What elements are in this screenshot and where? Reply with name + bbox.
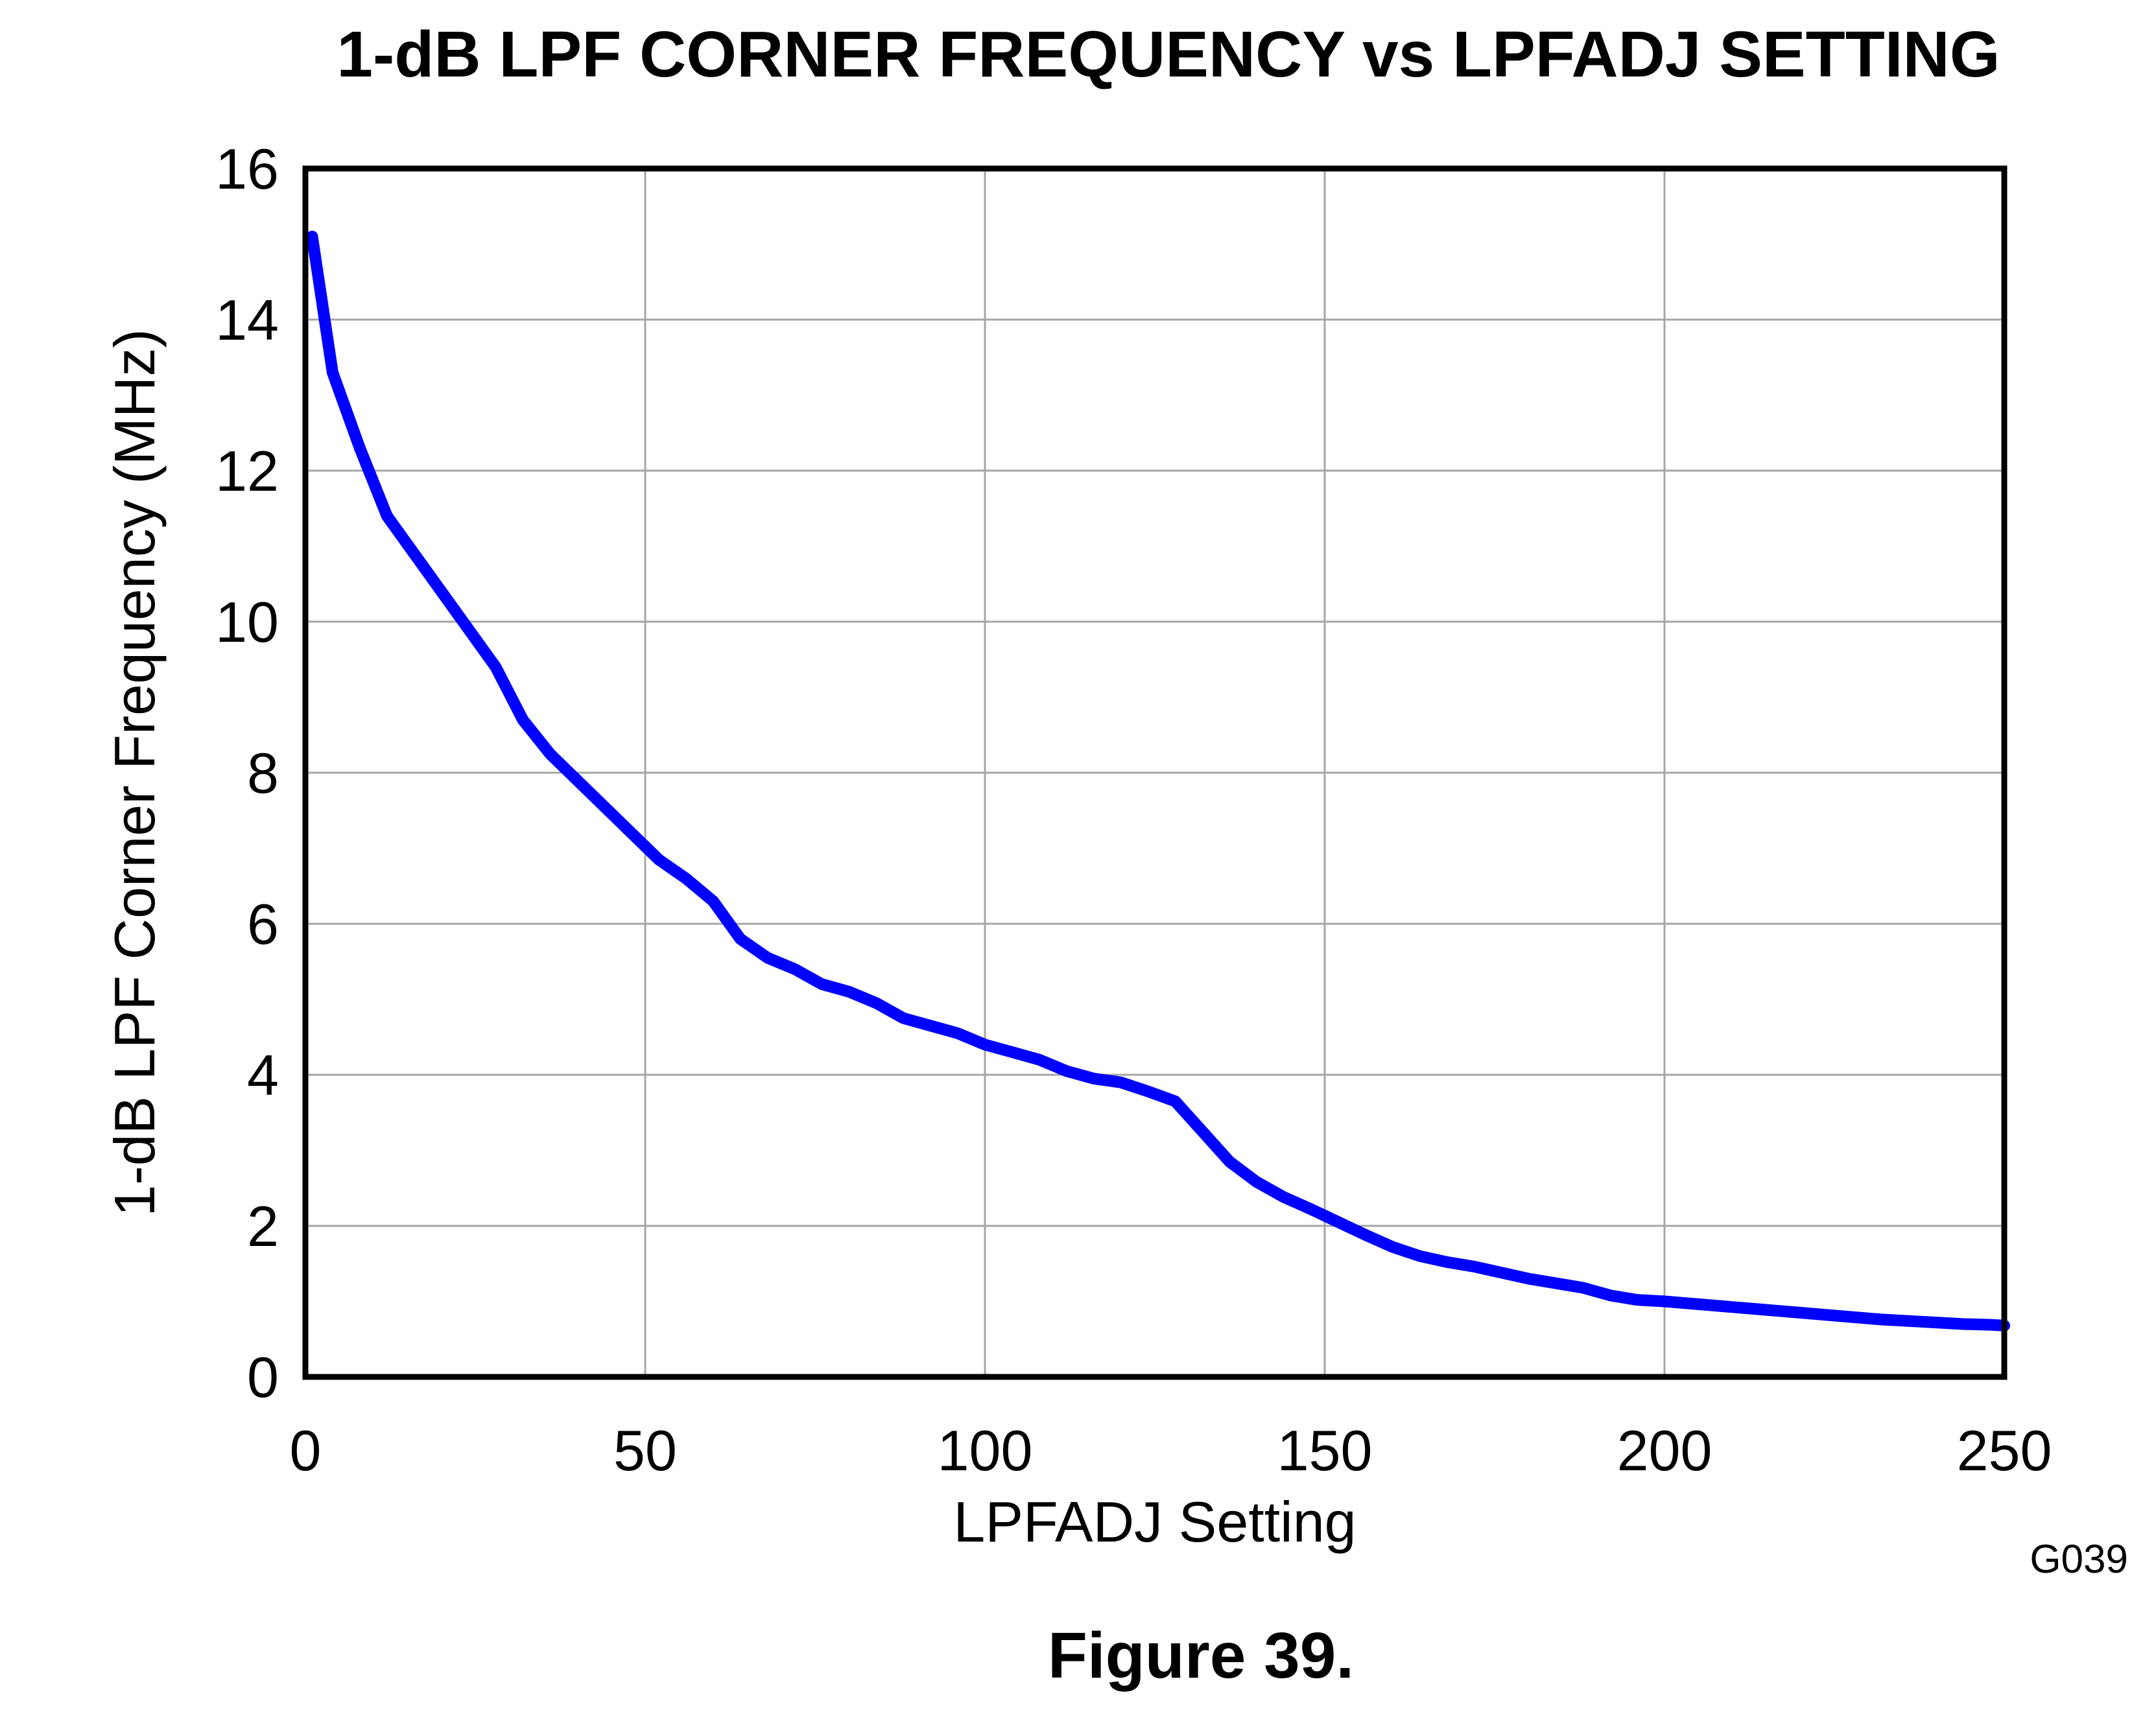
- series-line-lpf-corner-frequency: [306, 230, 2010, 1332]
- x-axis-label: LPFADJ Setting: [953, 1490, 1356, 1554]
- figure-caption: Figure 39.: [1048, 1619, 1354, 1692]
- y-tick-label: 10: [215, 590, 279, 654]
- y-tick-label: 16: [215, 137, 279, 201]
- figure-code: G039: [2030, 1537, 2128, 1582]
- y-tick-label: 2: [247, 1194, 279, 1258]
- y-axis-tick-labels: 0 2 4 6 8 10 12 14 16: [215, 137, 279, 1409]
- gridlines: [305, 169, 2004, 1377]
- x-tick-label: 100: [938, 1418, 1033, 1483]
- x-axis-tick-labels: 0 50 100 150 200 250: [290, 1418, 2052, 1483]
- y-tick-label: 14: [215, 288, 279, 352]
- x-tick-label: 200: [1617, 1418, 1712, 1483]
- y-tick-label: 8: [247, 741, 279, 805]
- y-tick-label: 4: [247, 1043, 279, 1107]
- x-tick-label: 0: [290, 1418, 322, 1483]
- chart-title: 1-dB LPF CORNER FREQUENCY vs LPFADJ SETT…: [337, 18, 2000, 91]
- plot-frame: [302, 165, 2008, 1380]
- y-tick-label: 6: [247, 892, 279, 956]
- y-axis-label: 1-dB LPF Corner Frequency (MHz): [102, 329, 167, 1216]
- y-tick-label: 12: [215, 439, 279, 503]
- x-tick-label: 250: [1957, 1418, 2052, 1483]
- x-tick-label: 50: [613, 1418, 677, 1483]
- y-tick-label: 0: [247, 1345, 279, 1409]
- x-tick-label: 150: [1277, 1418, 1373, 1483]
